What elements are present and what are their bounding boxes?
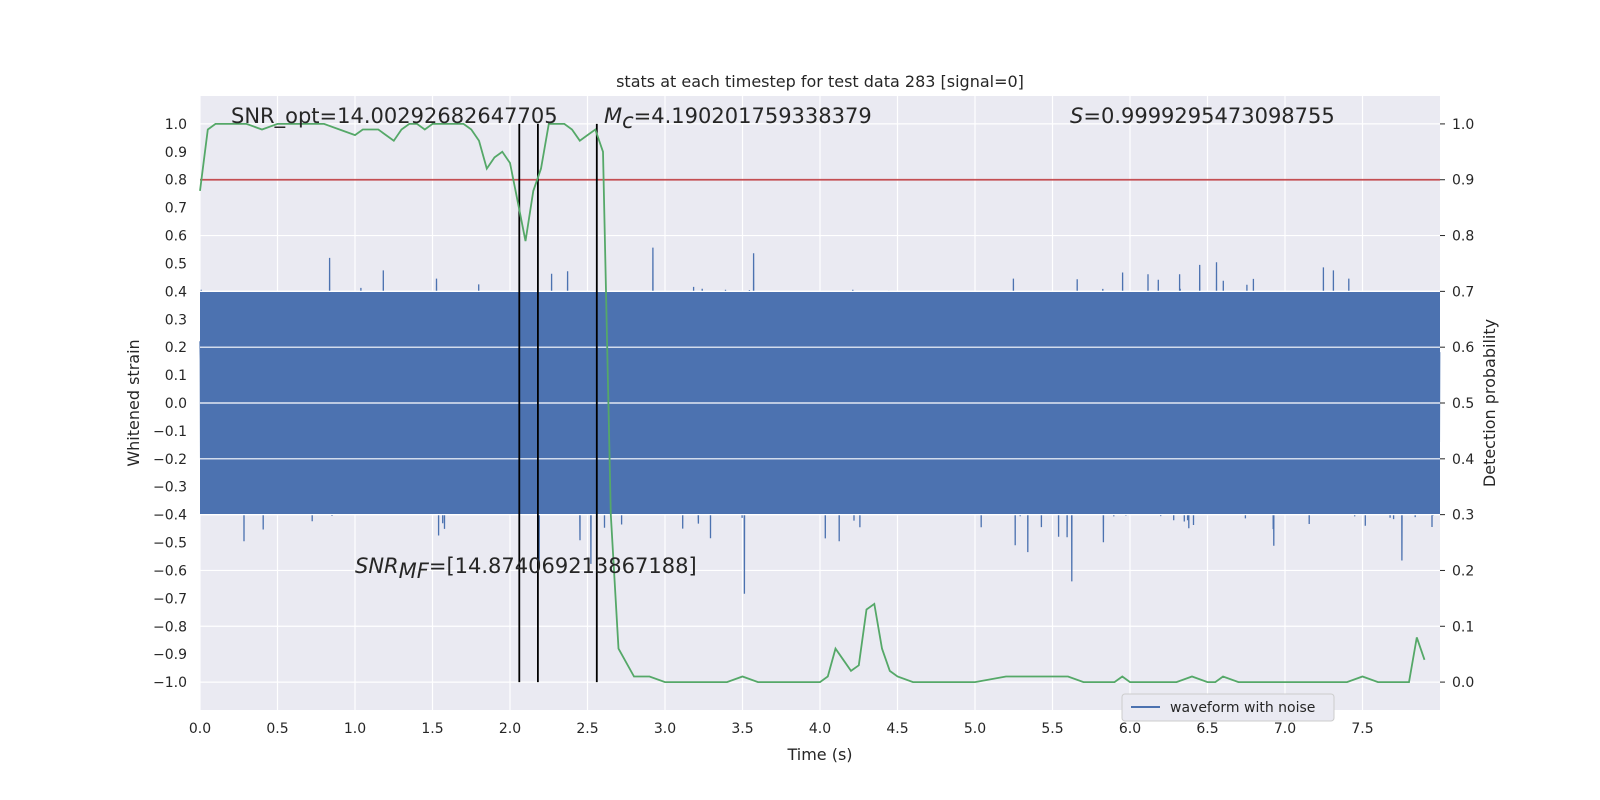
x-tick-label: 1.5 bbox=[421, 721, 443, 737]
snr-opt-annotation: SNR_opt=14.00292682647705 bbox=[231, 104, 558, 129]
x-tick-label: 6.5 bbox=[1196, 721, 1218, 737]
snr-mf-symbol: SNR bbox=[355, 554, 399, 578]
y2-tick-label: 0.6 bbox=[1452, 340, 1474, 356]
y2-tick-label: 0.7 bbox=[1452, 284, 1474, 300]
y-tick-label: 0.1 bbox=[165, 368, 187, 384]
y-tick-label: 0.7 bbox=[165, 201, 187, 217]
chirp-mass-annotation: Mc=4.190201759338379 bbox=[604, 104, 872, 133]
y-tick-label: −0.8 bbox=[153, 619, 187, 635]
s-value: =0.9999295473098755 bbox=[1083, 104, 1334, 128]
y-tick-label: 1.0 bbox=[165, 117, 187, 133]
y2-tick-label: 0.1 bbox=[1452, 619, 1474, 635]
chirp-mass-symbol: M bbox=[604, 104, 622, 128]
y-tick-label: −0.3 bbox=[153, 480, 187, 496]
y-tick-label: −1.0 bbox=[153, 675, 187, 691]
y-tick-label: −0.2 bbox=[153, 452, 187, 468]
y2-tick-label: 0.5 bbox=[1452, 396, 1474, 412]
x-tick-label: 1.0 bbox=[344, 721, 366, 737]
marker-lines bbox=[518, 123, 598, 683]
y2-tick-label: 0.0 bbox=[1452, 675, 1474, 691]
x-tick-label: 4.5 bbox=[886, 721, 908, 737]
x-tick-labels: 0.0 0.5 1.0 1.5 2.0 2.5 3.0 3.5 4.0 4.5 5.0 5.5 6.0 6… bbox=[189, 721, 1374, 737]
y-tick-label: 0.0 bbox=[165, 396, 187, 412]
y-tick-label: 0.6 bbox=[165, 229, 187, 245]
y2-tick-label: 0.3 bbox=[1452, 508, 1474, 524]
y-tick-label: −0.7 bbox=[153, 591, 187, 607]
x-tick-label: 5.5 bbox=[1041, 721, 1063, 737]
detection-probability-line bbox=[199, 123, 1426, 683]
x-tick-label: 2.0 bbox=[499, 721, 521, 737]
y-tick-label: 0.2 bbox=[165, 340, 187, 356]
y-tick-label: −0.9 bbox=[153, 647, 187, 663]
snr-mf-subscript: MF bbox=[399, 559, 430, 583]
legend-label: waveform with noise bbox=[1170, 700, 1315, 716]
y2-tick-label: 1.0 bbox=[1452, 117, 1474, 133]
y2-tick-label: 0.8 bbox=[1452, 229, 1474, 245]
y-tick-label: 0.5 bbox=[165, 256, 187, 272]
x-tick-label: 3.5 bbox=[731, 721, 753, 737]
x-tick-label: 5.0 bbox=[964, 721, 986, 737]
x-tick-label: 0.0 bbox=[189, 721, 211, 737]
chirp-mass-value: =4.190201759338379 bbox=[634, 104, 872, 128]
y-tick-label: −0.6 bbox=[153, 563, 187, 579]
legend-box bbox=[1121, 693, 1335, 722]
snr-mf-annotation: SNRMF=[14.874069213867188] bbox=[355, 554, 697, 583]
x-tick-label: 3.0 bbox=[654, 721, 676, 737]
x-tick-label: 4.0 bbox=[809, 721, 831, 737]
snr-mf-value: =[14.874069213867188] bbox=[429, 554, 697, 578]
chart-title: stats at each timestep for test data 283… bbox=[616, 72, 1024, 91]
chirp-mass-subscript: c bbox=[622, 109, 634, 133]
y2-tick-labels: 1.0 0.9 0.8 0.7 0.6 0.5 0.4 0.3 0.2 0.1 0.0 bbox=[1440, 117, 1474, 691]
y2-tick-label: 0.2 bbox=[1452, 563, 1474, 579]
strain-series bbox=[199, 247, 1441, 594]
y-tick-label: −0.4 bbox=[153, 508, 187, 524]
x-tick-label: 0.5 bbox=[266, 721, 288, 737]
x-tick-label: 6.0 bbox=[1119, 721, 1141, 737]
y-axis-label: Whitened strain bbox=[124, 339, 143, 466]
s-symbol: S bbox=[1070, 104, 1083, 128]
y2-tick-label: 0.9 bbox=[1452, 173, 1474, 189]
legend: waveform with noise bbox=[1121, 693, 1335, 722]
y-tick-label: 0.3 bbox=[165, 312, 187, 328]
y-tick-label: −0.5 bbox=[153, 536, 187, 552]
y2-axis-label: Detection probability bbox=[1480, 319, 1499, 487]
x-tick-label: 7.0 bbox=[1274, 721, 1296, 737]
y-tick-label: 0.4 bbox=[165, 284, 187, 300]
y-tick-label: 0.9 bbox=[165, 145, 187, 161]
y-tick-labels: 1.0 0.9 0.8 0.7 0.6 0.5 0.4 0.3 0.2 0.1 0.0 −0.1 −0.… bbox=[153, 117, 187, 691]
y2-tick-label: 0.4 bbox=[1452, 452, 1474, 468]
s-annotation: S=0.9999295473098755 bbox=[1070, 104, 1335, 128]
y-tick-label: 0.8 bbox=[165, 173, 187, 189]
x-axis-label: Time (s) bbox=[786, 745, 852, 764]
x-tick-label: 2.5 bbox=[576, 721, 598, 737]
y-tick-label: −0.1 bbox=[153, 424, 187, 440]
x-tick-label: 7.5 bbox=[1351, 721, 1373, 737]
